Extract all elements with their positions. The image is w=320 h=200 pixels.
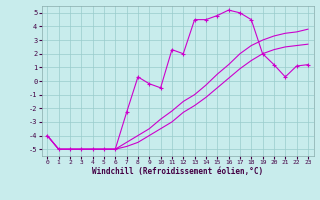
X-axis label: Windchill (Refroidissement éolien,°C): Windchill (Refroidissement éolien,°C) bbox=[92, 167, 263, 176]
